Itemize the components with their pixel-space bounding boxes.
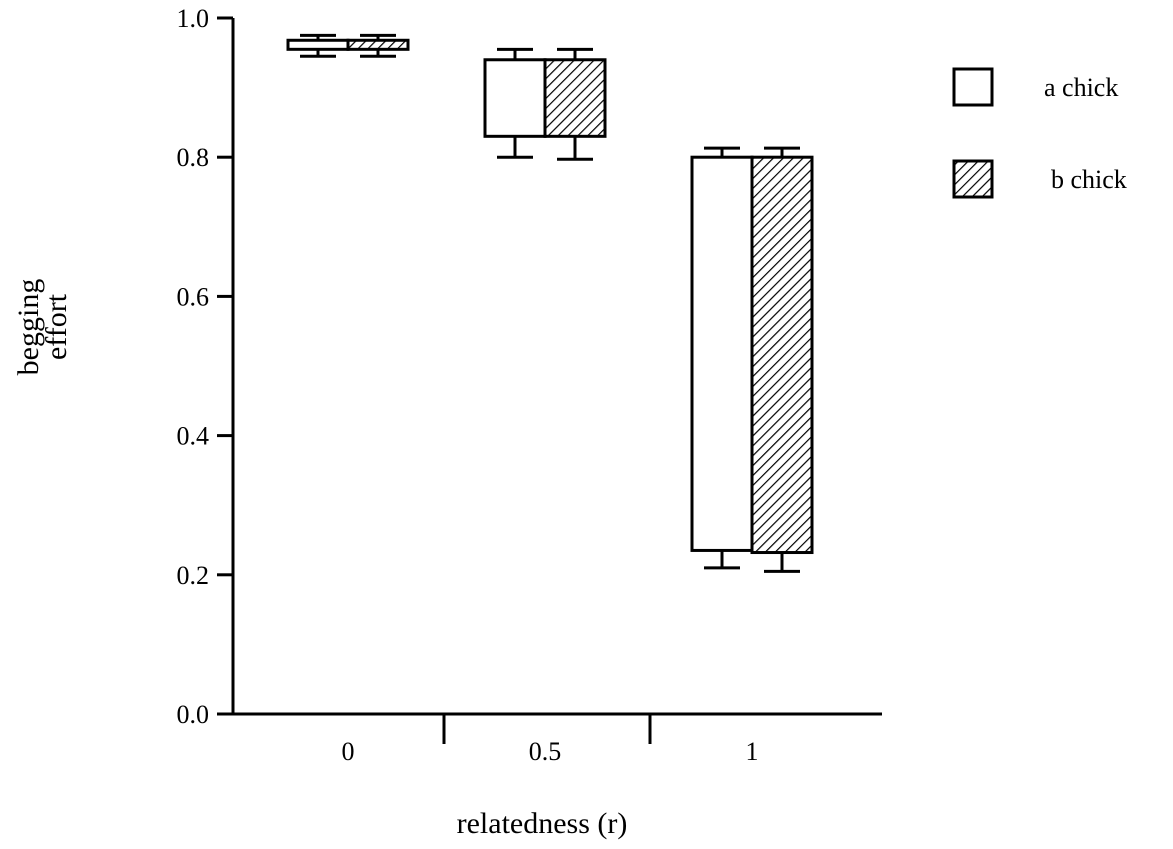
box-a-chick-r-0 xyxy=(286,33,350,58)
legend-swatch-b-chick xyxy=(952,159,994,199)
axes xyxy=(231,18,882,716)
box-b-chick-r-1 xyxy=(750,146,814,573)
box-a-chick-r-1 xyxy=(690,146,754,570)
x-tick-label: 0 xyxy=(342,737,355,766)
x-tick-label: 0.5 xyxy=(529,737,562,766)
legend: a chick b chick xyxy=(952,67,1127,199)
box-body xyxy=(690,155,754,552)
y-tick-label: 1.0 xyxy=(177,4,210,33)
y-axis-ticks: 0.0 0.2 0.4 0.6 0.8 1.0 xyxy=(177,4,233,729)
legend-label-b-chick: b chick xyxy=(1051,165,1127,194)
box-body xyxy=(483,58,547,138)
y-tick-label: 0.2 xyxy=(177,561,210,590)
y-tick-label: 0.0 xyxy=(177,700,210,729)
box-body xyxy=(543,58,607,138)
plot-area xyxy=(286,33,814,573)
box-b-chick-r-0.5 xyxy=(543,47,607,161)
box-a-chick-r-0.5 xyxy=(483,47,547,159)
box-body xyxy=(286,38,350,51)
legend-swatch-a-chick xyxy=(952,67,994,107)
y-tick-label: 0.8 xyxy=(177,143,210,172)
y-axis-title-line1: begging xyxy=(12,279,45,376)
legend-label-a-chick: a chick xyxy=(1044,73,1118,102)
x-axis-ticks: 0 0.5 1 xyxy=(342,714,759,766)
y-tick-label: 0.6 xyxy=(177,282,210,311)
x-axis-title: relatedness (r) xyxy=(457,807,628,840)
y-tick-label: 0.4 xyxy=(177,422,210,451)
box-body xyxy=(346,38,410,51)
x-tick-label: 1 xyxy=(746,737,759,766)
box-b-chick-r-0 xyxy=(346,33,410,58)
box-body xyxy=(750,155,814,555)
y-axis-title-line2: effort xyxy=(40,293,73,360)
